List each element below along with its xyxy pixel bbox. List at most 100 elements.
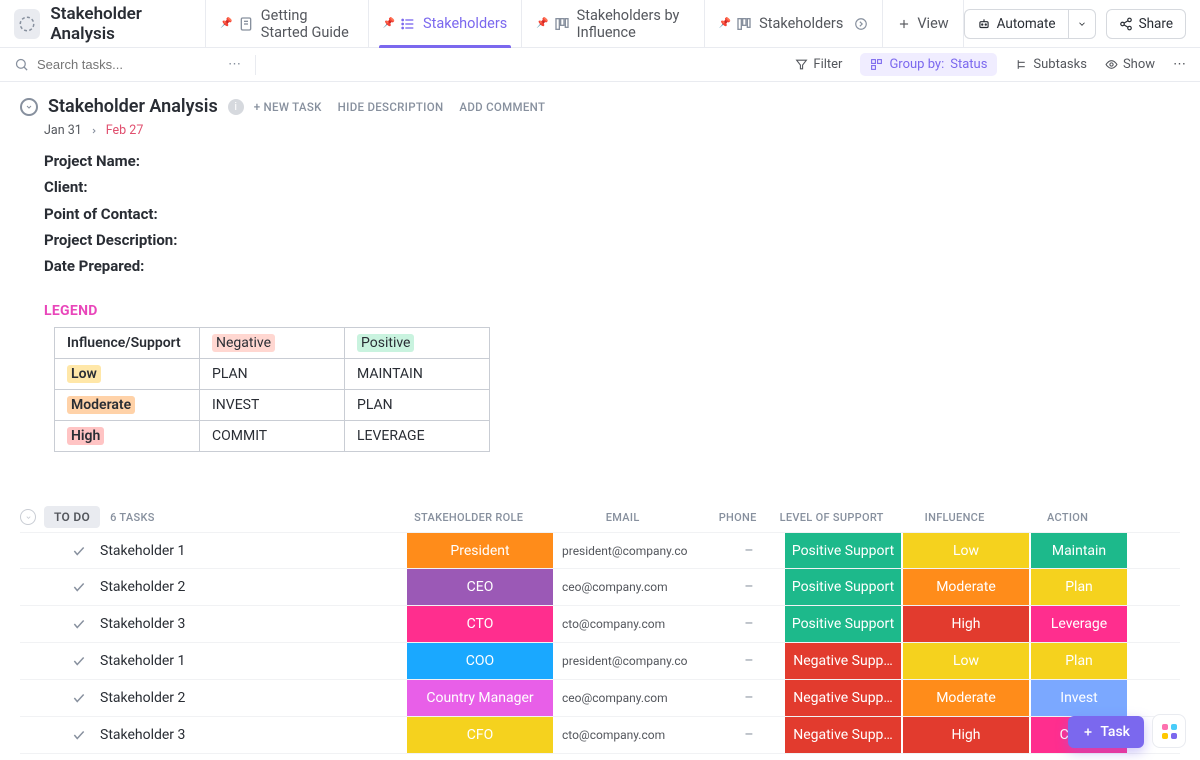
tab-getting-started[interactable]: 📌 Getting Started Guide xyxy=(206,0,368,47)
automate-button[interactable]: Automate xyxy=(964,9,1068,39)
role-cell[interactable]: President xyxy=(407,533,553,568)
role-cell[interactable]: CFO xyxy=(407,717,553,753)
doc-icon xyxy=(238,16,254,32)
apps-fab[interactable] xyxy=(1152,714,1186,748)
expand-icon[interactable] xyxy=(854,17,868,31)
support-cell[interactable]: Positive Support xyxy=(785,606,901,642)
check-icon[interactable] xyxy=(72,654,86,668)
role-cell[interactable]: CEO xyxy=(407,569,553,605)
action-cell[interactable]: Plan xyxy=(1031,569,1127,605)
legend-table: Influence/Support Negative Positive Low … xyxy=(54,327,490,452)
col-role[interactable]: STAKEHOLDER ROLE xyxy=(395,511,543,524)
col-influence[interactable]: INFLUENCE xyxy=(891,511,1019,524)
pin-icon: 📌 xyxy=(383,18,395,29)
check-icon[interactable] xyxy=(72,580,86,594)
status-collapse[interactable] xyxy=(20,509,36,525)
search-input[interactable] xyxy=(37,57,177,72)
support-cell[interactable]: Positive Support xyxy=(785,569,901,605)
support-cell[interactable]: Positive Support xyxy=(785,533,901,568)
subtasks-button[interactable]: Subtasks xyxy=(1015,57,1087,72)
hide-desc-button[interactable]: HIDE DESCRIPTION xyxy=(338,100,444,114)
email-cell[interactable]: ceo@company.com xyxy=(554,569,714,605)
show-button[interactable]: Show xyxy=(1105,57,1155,72)
filter-icon xyxy=(795,58,808,71)
new-task-fab[interactable]: Task xyxy=(1068,716,1144,748)
role-cell[interactable]: COO xyxy=(407,643,553,679)
col-phone[interactable]: PHONE xyxy=(703,511,773,524)
email-cell[interactable]: ceo@company.com xyxy=(554,680,714,716)
action-cell[interactable]: Leverage xyxy=(1031,606,1127,642)
phone-cell[interactable]: – xyxy=(714,606,784,642)
groupby-button[interactable]: Group by: Status xyxy=(860,53,997,76)
collapse-toggle[interactable] xyxy=(20,98,38,116)
tab-label: Stakeholders xyxy=(759,15,843,32)
support-cell[interactable]: Negative Supp… xyxy=(785,717,901,753)
col-support[interactable]: LEVEL OF SUPPORT xyxy=(773,511,891,524)
email-cell[interactable]: cto@company.com xyxy=(554,606,714,642)
task-row[interactable]: Stakeholder 2 Country Managerceo@company.… xyxy=(20,680,1180,717)
action-cell[interactable]: Invest xyxy=(1031,680,1127,716)
share-label: Share xyxy=(1139,16,1173,32)
eye-icon xyxy=(1105,58,1118,71)
new-task-button[interactable]: + NEW TASK xyxy=(254,100,322,114)
phone-cell[interactable]: – xyxy=(714,533,784,568)
influence-cell[interactable]: High xyxy=(903,717,1029,753)
tab-stakeholders-list[interactable]: 📌 Stakeholders xyxy=(369,0,523,47)
task-row[interactable]: Stakeholder 3CFOcto@company.com–Negative… xyxy=(20,717,1180,754)
phone-cell[interactable]: – xyxy=(714,717,784,753)
desc-line: Project Description: xyxy=(44,227,1180,253)
influence-cell[interactable]: Moderate xyxy=(903,680,1029,716)
tab-stakeholders-board[interactable]: 📌 Stakeholders xyxy=(705,0,884,47)
email-cell[interactable]: president@company.co xyxy=(554,643,714,679)
check-icon[interactable] xyxy=(72,691,86,705)
info-icon[interactable]: i xyxy=(228,99,244,115)
legend-cell: PLAN xyxy=(200,359,345,390)
action-cell[interactable]: Maintain xyxy=(1031,533,1127,568)
page-title: Stakeholder Analysis xyxy=(50,4,191,44)
legend-cell: COMMIT xyxy=(200,421,345,452)
status-pill[interactable]: TO DO xyxy=(44,506,100,528)
phone-cell[interactable]: – xyxy=(714,643,784,679)
content: Stakeholder Analysis i + NEW TASK HIDE D… xyxy=(0,82,1200,760)
tab-stakeholders-influence[interactable]: 📌 Stakeholders by Influence xyxy=(522,0,704,47)
email-cell[interactable]: cto@company.com xyxy=(554,717,714,753)
influence-cell[interactable]: Moderate xyxy=(903,569,1029,605)
task-name-cell: Stakeholder 2 xyxy=(20,680,406,716)
task-row[interactable]: Stakeholder 1Presidentpresident@company.… xyxy=(20,532,1180,569)
support-cell[interactable]: Negative Supp… xyxy=(785,643,901,679)
check-icon[interactable] xyxy=(72,544,86,558)
task-count: 6 TASKS xyxy=(110,511,155,524)
influence-cell[interactable]: Low xyxy=(903,533,1029,568)
support-cell[interactable]: Negative Supp… xyxy=(785,680,901,716)
task-row[interactable]: Stakeholder 2CEOceo@company.com–Positive… xyxy=(20,569,1180,606)
phone-cell[interactable]: – xyxy=(714,680,784,716)
divider xyxy=(255,55,256,75)
more-icon[interactable]: ⋯ xyxy=(1173,57,1186,72)
influence-cell[interactable]: Low xyxy=(903,643,1029,679)
task-name-cell: Stakeholder 3 xyxy=(20,717,406,753)
add-view-button[interactable]: View xyxy=(883,0,963,47)
add-comment-button[interactable]: ADD COMMENT xyxy=(459,100,545,114)
col-action[interactable]: ACTION xyxy=(1019,511,1117,524)
automate-caret[interactable] xyxy=(1068,9,1096,39)
role-cell[interactable]: Country Manager xyxy=(407,680,553,716)
check-icon[interactable] xyxy=(72,617,86,631)
col-email[interactable]: EMAIL xyxy=(543,511,703,524)
desc-line: Client: xyxy=(44,174,1180,200)
check-icon[interactable] xyxy=(72,728,86,742)
task-row[interactable]: Stakeholder 1COOpresident@company.co–Neg… xyxy=(20,643,1180,680)
desc-line: Point of Contact: xyxy=(44,201,1180,227)
task-name: Stakeholder 2 xyxy=(100,690,185,706)
filter-button[interactable]: Filter xyxy=(795,57,842,72)
role-cell[interactable]: CTO xyxy=(407,606,553,642)
phone-cell[interactable]: – xyxy=(714,569,784,605)
task-row[interactable]: Stakeholder 3 CTOcto@company.com–Positive… xyxy=(20,606,1180,643)
email-cell[interactable]: president@company.co xyxy=(554,533,714,568)
influence-cell[interactable]: High xyxy=(903,606,1029,642)
search-more-icon[interactable]: ⋯ xyxy=(228,57,241,72)
task-name: Stakeholder 3 xyxy=(100,616,185,632)
share-button[interactable]: Share xyxy=(1106,9,1186,39)
action-cell[interactable]: Plan xyxy=(1031,643,1127,679)
automate-label: Automate xyxy=(997,16,1056,32)
desc-line: Project Name: xyxy=(44,148,1180,174)
